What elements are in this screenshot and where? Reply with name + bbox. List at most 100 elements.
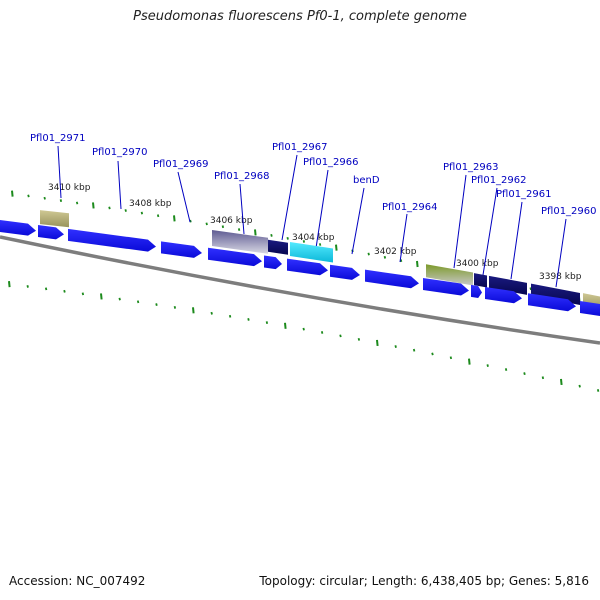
scale-tick-outer [383, 255, 387, 259]
scale-label: 3398 kbp [539, 272, 582, 282]
callout-leader-line [315, 169, 329, 249]
scale-tick-inner [26, 285, 29, 288]
scale-tick-inner [265, 321, 269, 325]
gene-label[interactable]: Pfl01_2966 [303, 157, 359, 168]
scale-tick-outer [75, 201, 79, 205]
gene-feature[interactable] [290, 242, 333, 263]
scale-label: 3402 kbp [374, 247, 417, 257]
gene-feature[interactable] [489, 275, 527, 295]
gene-label[interactable]: benD [353, 175, 380, 186]
gene-label[interactable]: Pfl01_2969 [153, 159, 209, 170]
scale-labels: 3410 kbp 3408 kbp 3406 kbp 3404 kbp 3402 kbp… [48, 183, 582, 282]
gene-label[interactable]: Pfl01_2971 [30, 133, 86, 144]
scale-tick-inner [63, 289, 66, 293]
gene-feature[interactable] [423, 277, 469, 296]
gene-feature[interactable] [471, 284, 482, 298]
scale-tick-inner [560, 378, 563, 386]
scale-tick-outer [92, 202, 95, 209]
genome-summary: Topology: circular; Length: 6,438,405 bp… [259, 574, 589, 588]
gene-label[interactable]: Pfl01_2962 [471, 175, 527, 186]
scale-tick-inner [339, 334, 342, 338]
gene-label[interactable]: Pfl01_2960 [541, 206, 597, 217]
scale-tick-inner [504, 368, 508, 371]
scale-tick-inner [247, 318, 250, 321]
gene-feature[interactable] [212, 229, 268, 254]
gene-feature[interactable] [264, 255, 282, 270]
gene-label[interactable]: Pfl01_2961 [496, 189, 552, 200]
scale-tick-inner [486, 364, 489, 367]
gene-feature[interactable] [528, 293, 576, 312]
gene-callout[interactable]: Pfl01_2960 [541, 206, 597, 288]
gene-callout[interactable]: Pfl01_2970 [92, 147, 148, 210]
callout-leader-line [482, 187, 498, 276]
callout-leader-line [281, 154, 298, 241]
gene-callouts: Pfl01_2971 Pfl01_2970 Pfl01_2969 Pfl01_2968… [30, 133, 597, 288]
gene-label[interactable]: Pfl01_2970 [92, 147, 148, 158]
gene-feature[interactable] [330, 264, 360, 280]
gene-label[interactable]: Pfl01_2963 [443, 162, 499, 173]
scale-tick-inner [118, 297, 121, 301]
gene-callout[interactable]: Pfl01_2967 [272, 142, 328, 241]
scale-label: 3406 kbp [210, 216, 253, 226]
gene-feature[interactable] [161, 241, 202, 258]
gene-feature[interactable] [426, 264, 473, 286]
gene-label[interactable]: Pfl01_2968 [214, 171, 270, 182]
scale-tick-outer [173, 215, 176, 222]
gene-feature[interactable] [68, 228, 156, 252]
gene-callout[interactable]: Pfl01_2969 [153, 159, 209, 223]
scale-tick-outer [254, 229, 257, 236]
gene-callout[interactable]: benD [351, 175, 380, 255]
callout-leader-line [351, 187, 365, 255]
gene-label[interactable]: Pfl01_2964 [382, 202, 438, 213]
scale-tick-outer [27, 194, 30, 198]
gene-label[interactable]: Pfl01_2967 [272, 142, 328, 153]
callout-leader-line [117, 160, 122, 210]
gene-callout[interactable]: Pfl01_2966 [303, 157, 359, 249]
scale-tick-outer [221, 225, 225, 229]
scale-label: 3410 kbp [48, 183, 91, 193]
scale-tick-inner [302, 327, 305, 331]
callout-leader-line [510, 201, 523, 280]
scale-tick-inner [596, 389, 600, 392]
scale-tick-inner [136, 300, 140, 304]
gene-feature[interactable] [268, 239, 288, 255]
scale-tick-outer [140, 211, 144, 215]
gene-callout[interactable]: Pfl01_2971 [30, 133, 86, 199]
scale-tick-outer [286, 236, 289, 240]
scale-tick-outer [318, 243, 322, 246]
scale-tick-inner [578, 384, 581, 388]
gene-feature[interactable] [287, 258, 328, 276]
gene-feature[interactable] [208, 247, 262, 267]
scale-tick-inner [192, 307, 195, 314]
gene-callout[interactable]: Pfl01_2963 [443, 162, 499, 269]
gene-feature[interactable] [38, 224, 64, 240]
gene-callout[interactable]: Pfl01_2962 [471, 175, 527, 276]
callout-leader-line [555, 218, 567, 288]
gene-callout[interactable]: Pfl01_2968 [214, 171, 270, 235]
gene-feature[interactable] [40, 210, 69, 228]
scale-tick-inner [155, 303, 158, 306]
scale-tick-outer [367, 252, 370, 256]
scale-tick-inner [320, 331, 324, 334]
scale-tick-inner [412, 348, 416, 352]
scale-tick-inner [357, 337, 361, 341]
genome-backbone [0, 235, 600, 345]
scale-tick-outer [11, 190, 14, 197]
scale-tick-outer [108, 206, 111, 210]
scale-tick-inner [376, 339, 379, 347]
scale-tick-outer [270, 233, 273, 237]
scale-tick-inner [394, 345, 397, 348]
gene-feature[interactable] [0, 220, 36, 236]
scale-tick-outer [416, 260, 419, 268]
gene-feature[interactable] [365, 269, 419, 289]
gene-feature[interactable] [580, 301, 600, 316]
gene-callout[interactable]: Pfl01_2961 [496, 189, 552, 280]
gene-feature[interactable] [485, 286, 522, 304]
scale-tick-outer [43, 196, 46, 200]
callout-leader-line [239, 183, 245, 235]
gene-feature[interactable] [474, 273, 487, 288]
scale-tick-inner [523, 372, 526, 376]
scale-tick-inner [449, 356, 453, 360]
gene-callout[interactable]: Pfl01_2964 [382, 202, 438, 263]
